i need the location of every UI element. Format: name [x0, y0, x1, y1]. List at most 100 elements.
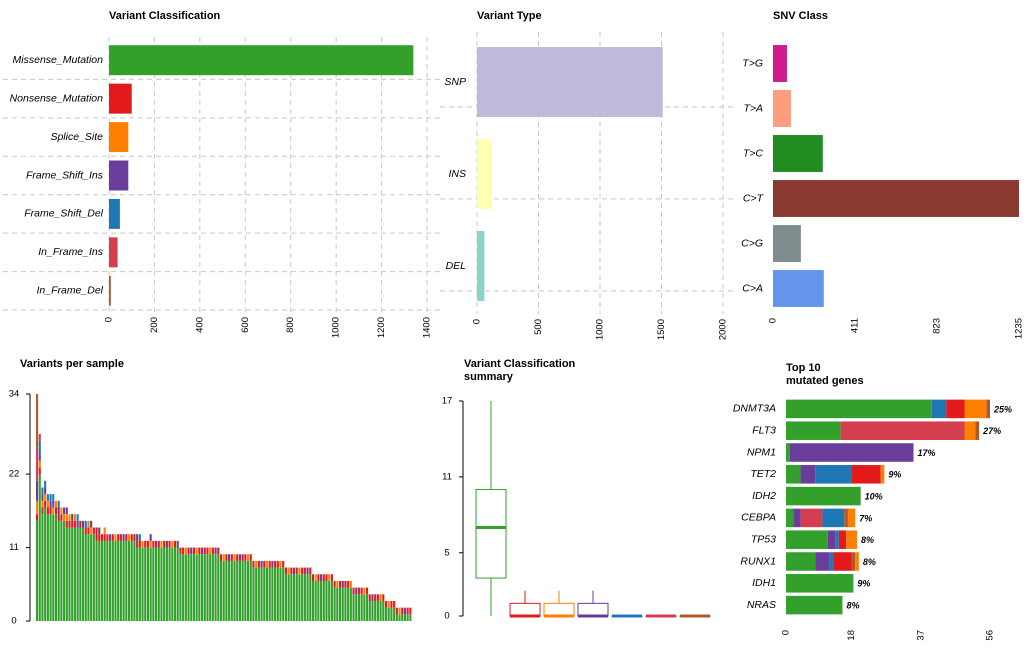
label-frame-shift-del: Frame_Shift_Del [24, 208, 103, 220]
label-nonsense-mutation: Nonsense_Mutation [10, 92, 104, 104]
sample-84-frame_shift_ins [260, 560, 263, 568]
sample-104-splice [314, 574, 317, 581]
sample-91-missense [279, 567, 282, 621]
sample-15-missense [73, 527, 76, 621]
sample-32-nonsense [119, 534, 122, 541]
gene-flt3-in_frame_ins [840, 421, 965, 440]
sample-98-splice [298, 567, 301, 575]
sample-82-splice [255, 560, 258, 568]
sample-110-missense [330, 580, 333, 621]
sample-13-nonsense [68, 520, 71, 528]
gene-pct-tet2: 9% [888, 470, 901, 480]
sample-131-splice [387, 600, 390, 608]
sample-76-frame_shift_ins [238, 554, 241, 561]
sample-94-missense [287, 574, 290, 621]
sample-12-frame_shift_ins [65, 507, 68, 515]
gene-tp53-frame_shift_ins [827, 530, 836, 549]
sample-89-nonsense [274, 560, 277, 568]
sample-139-missense [409, 614, 412, 621]
sample-82-missense [255, 567, 258, 621]
sample-106-frame_shift_ins [320, 574, 323, 581]
sample-3-nonsense [41, 507, 44, 515]
sample-23-nonsense [95, 527, 98, 541]
y-tick-11: 11 [442, 471, 452, 482]
sample-9-missense [57, 520, 60, 621]
sample-38-frame_shift_ins [136, 534, 139, 541]
gene-pct-runx1: 8% [863, 557, 876, 567]
snv-class-title: SNV Class [773, 10, 828, 22]
box-frame_shift_ins [577, 590, 609, 618]
bar-snp [477, 47, 663, 117]
sample-39-frame_shift_del [138, 534, 141, 541]
sample-93-nonsense [284, 567, 287, 575]
sample-115-nonsense [344, 580, 347, 588]
bar-in-frame-ins [109, 237, 118, 268]
gene-pct-npm1: 17% [918, 448, 936, 458]
x-tick-1500: 1500 [656, 319, 667, 340]
sample-61-nonsense [198, 547, 201, 555]
sample-119-missense [355, 594, 358, 621]
sample-121-nonsense [360, 587, 363, 595]
sample-38-missense [136, 547, 139, 621]
gene-runx1-in_frame_del [851, 552, 856, 571]
sample-97-nonsense [295, 567, 298, 575]
sample-9-nonsense [57, 514, 60, 521]
sample-114-frame_shift_ins [341, 580, 344, 588]
sample-112-splice [336, 580, 339, 588]
x-tick-0: 0 [781, 630, 792, 635]
gene-cebpa-splice [847, 508, 856, 528]
sample-7-missense [52, 514, 55, 621]
sample-123-missense [366, 594, 369, 621]
sample-1-in_frame_ins [36, 447, 39, 481]
gene-tp53-frame_shift_del [835, 530, 839, 549]
sample-43-splice [149, 540, 152, 548]
sample-21-splice [90, 527, 93, 535]
sample-21-missense [90, 534, 93, 621]
box-body [543, 602, 575, 617]
sample-87-nonsense [268, 560, 271, 568]
y-tick-5: 5 [444, 547, 449, 558]
sample-123-nonsense [366, 587, 369, 595]
sample-55-missense [182, 554, 185, 621]
sample-24-frame_shift_ins [98, 527, 101, 535]
sample-22-missense [92, 534, 95, 621]
sample-8-missense [54, 514, 58, 621]
gene-flt3-splice [964, 421, 976, 440]
sample-35-missense [127, 540, 131, 621]
sample-81-nonsense [252, 560, 255, 568]
sample-15-splice [73, 514, 76, 521]
sample-22-nonsense [92, 527, 95, 535]
gene-pct-tp53: 8% [861, 535, 874, 545]
sample-11-missense [63, 520, 66, 621]
gene-pct-dnmt3a: 25% [993, 404, 1012, 414]
sample-117-missense [349, 587, 352, 621]
sample-48-missense [163, 547, 166, 621]
x-tick-800: 800 [285, 317, 296, 333]
sample-33-missense [122, 540, 125, 621]
gene-tp53-nonsense [838, 530, 847, 549]
sample-60-splice [195, 547, 198, 555]
sample-5-frame_shift_del [46, 494, 49, 501]
gene-pct-idh1: 9% [857, 579, 870, 589]
sample-38-nonsense [136, 540, 139, 548]
sample-26-missense [103, 540, 106, 621]
sample-71-nonsense [225, 554, 228, 561]
sample-58-missense [190, 554, 193, 621]
bar-t-g [773, 45, 787, 82]
gene-label-dnmt3a: DNMT3A [733, 403, 776, 415]
sample-23-missense [95, 540, 98, 621]
gene-label-nras: NRAS [747, 599, 776, 611]
sample-100-missense [303, 574, 306, 621]
sample-72-frame_shift_ins [228, 554, 231, 561]
sample-83-nonsense [257, 560, 260, 568]
sample-17-nonsense [79, 520, 82, 528]
gene-runx1-nonsense [833, 552, 852, 571]
variants-per-sample-panel: Variants per sample 0 11 22 34 [9, 358, 412, 627]
sample-54-missense [179, 554, 182, 621]
sample-111-missense [333, 587, 336, 621]
sample-67-frame_shift_ins [214, 547, 217, 555]
sample-101-frame_shift_ins [306, 567, 309, 575]
box-body [475, 489, 507, 579]
sample-44-nonsense [152, 540, 155, 548]
sample-136-nonsense [401, 607, 404, 615]
